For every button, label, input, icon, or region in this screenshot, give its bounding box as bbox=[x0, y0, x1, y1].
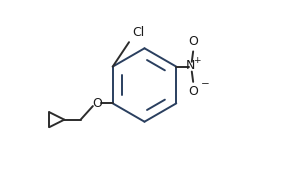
Text: N: N bbox=[186, 59, 195, 72]
Text: O: O bbox=[188, 35, 198, 48]
Text: +: + bbox=[193, 56, 200, 65]
Text: O: O bbox=[92, 97, 102, 110]
Text: Cl: Cl bbox=[132, 27, 144, 39]
Text: O: O bbox=[188, 85, 198, 98]
Text: −: − bbox=[201, 79, 210, 89]
